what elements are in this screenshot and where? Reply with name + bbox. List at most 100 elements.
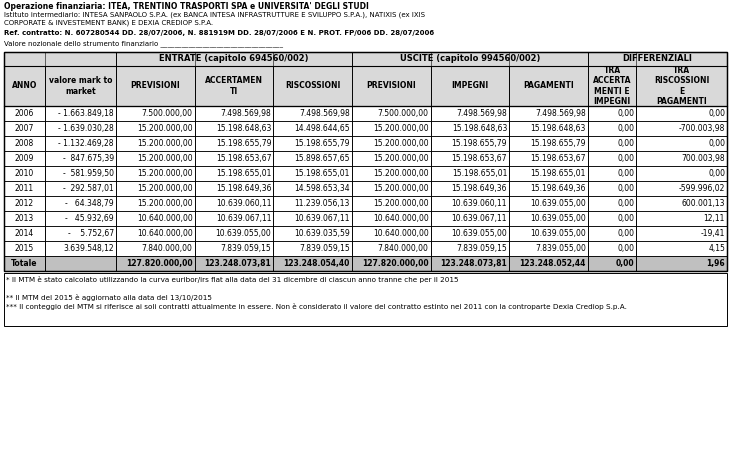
- Text: -700.003,98: -700.003,98: [678, 124, 725, 133]
- Bar: [4, 52, 116, 66]
- Bar: [4, 136, 45, 151]
- Bar: [588, 52, 727, 66]
- Text: 123.248.073,81: 123.248.073,81: [441, 259, 507, 268]
- Text: 10.639.035,59: 10.639.035,59: [294, 229, 350, 238]
- Bar: [431, 66, 510, 106]
- Bar: [588, 136, 636, 151]
- Bar: [636, 226, 727, 241]
- Bar: [4, 196, 45, 211]
- Bar: [116, 166, 194, 181]
- Bar: [45, 136, 116, 151]
- Bar: [510, 121, 588, 136]
- Bar: [352, 151, 431, 166]
- Bar: [636, 151, 727, 166]
- Bar: [431, 226, 510, 241]
- Text: 10.640.000,00: 10.640.000,00: [373, 214, 428, 223]
- Bar: [588, 256, 636, 271]
- Text: 10.639.067,11: 10.639.067,11: [216, 214, 271, 223]
- Bar: [352, 166, 431, 181]
- Text: 2013: 2013: [15, 214, 34, 223]
- Text: 127.820.000,00: 127.820.000,00: [126, 259, 192, 268]
- Bar: [352, 196, 431, 211]
- Text: 12,11: 12,11: [704, 214, 725, 223]
- Text: 15.200.000,00: 15.200.000,00: [137, 124, 192, 133]
- Bar: [194, 256, 273, 271]
- Bar: [352, 166, 431, 181]
- Bar: [352, 211, 431, 226]
- Text: - 1.639.030,28: - 1.639.030,28: [58, 124, 114, 133]
- Text: 0,00: 0,00: [616, 259, 635, 268]
- Bar: [273, 66, 352, 106]
- Bar: [352, 211, 431, 226]
- Bar: [273, 136, 352, 151]
- Bar: [510, 211, 588, 226]
- Bar: [510, 66, 588, 106]
- Bar: [194, 181, 273, 196]
- Bar: [510, 211, 588, 226]
- Bar: [194, 256, 273, 271]
- Bar: [116, 106, 194, 121]
- Bar: [431, 256, 510, 271]
- Text: *** Il conteggio del MTM si riferisce ai soli contratti attualmente in essere. N: *** Il conteggio del MTM si riferisce ai…: [6, 303, 627, 310]
- Text: 7.839.059,15: 7.839.059,15: [299, 244, 350, 253]
- Bar: [273, 166, 352, 181]
- Text: ACCERTAMEN
TI: ACCERTAMEN TI: [205, 76, 263, 95]
- Text: 15.198.648,63: 15.198.648,63: [216, 124, 271, 133]
- Text: 10.639.055,00: 10.639.055,00: [530, 214, 586, 223]
- Bar: [636, 211, 727, 226]
- Bar: [273, 106, 352, 121]
- Bar: [588, 52, 727, 66]
- Bar: [4, 106, 45, 121]
- Bar: [510, 256, 588, 271]
- Bar: [352, 106, 431, 121]
- Text: 1,96: 1,96: [706, 259, 725, 268]
- Bar: [636, 121, 727, 136]
- Bar: [194, 166, 273, 181]
- Text: 7.498.569,98: 7.498.569,98: [456, 109, 507, 118]
- Bar: [45, 66, 116, 106]
- Text: * Il MTM è stato calcolato utilizzando la curva euribor/irs flat alla data del 3: * Il MTM è stato calcolato utilizzando l…: [6, 276, 458, 283]
- Bar: [45, 106, 116, 121]
- Bar: [116, 256, 194, 271]
- Text: 15.198.653,67: 15.198.653,67: [452, 154, 507, 163]
- Bar: [588, 106, 636, 121]
- Bar: [116, 151, 194, 166]
- Bar: [4, 226, 45, 241]
- Text: Valore nozionale dello strumento finanziario ___________________________________: Valore nozionale dello strumento finanzi…: [4, 40, 283, 47]
- Bar: [510, 226, 588, 241]
- Bar: [510, 121, 588, 136]
- Text: 10.639.055,00: 10.639.055,00: [216, 229, 271, 238]
- Bar: [431, 136, 510, 151]
- Bar: [4, 52, 727, 106]
- Bar: [194, 136, 273, 151]
- Bar: [4, 273, 727, 326]
- Text: 15.200.000,00: 15.200.000,00: [373, 199, 428, 208]
- Text: 0,00: 0,00: [708, 109, 725, 118]
- Bar: [431, 106, 510, 121]
- Bar: [636, 241, 727, 256]
- Bar: [45, 256, 116, 271]
- Bar: [45, 226, 116, 241]
- Bar: [636, 166, 727, 181]
- Bar: [431, 151, 510, 166]
- Bar: [636, 181, 727, 196]
- Bar: [588, 226, 636, 241]
- Text: 15.200.000,00: 15.200.000,00: [373, 184, 428, 193]
- Bar: [273, 136, 352, 151]
- Text: 4,15: 4,15: [708, 244, 725, 253]
- Bar: [116, 196, 194, 211]
- Bar: [588, 181, 636, 196]
- Bar: [636, 106, 727, 121]
- Bar: [636, 256, 727, 271]
- Bar: [4, 241, 45, 256]
- Text: 15.200.000,00: 15.200.000,00: [373, 139, 428, 148]
- Bar: [273, 256, 352, 271]
- Bar: [116, 211, 194, 226]
- Bar: [45, 226, 116, 241]
- Bar: [352, 121, 431, 136]
- Bar: [431, 181, 510, 196]
- Bar: [273, 66, 352, 106]
- Text: 10.639.060,11: 10.639.060,11: [216, 199, 271, 208]
- Text: 0,00: 0,00: [708, 169, 725, 178]
- Bar: [431, 151, 510, 166]
